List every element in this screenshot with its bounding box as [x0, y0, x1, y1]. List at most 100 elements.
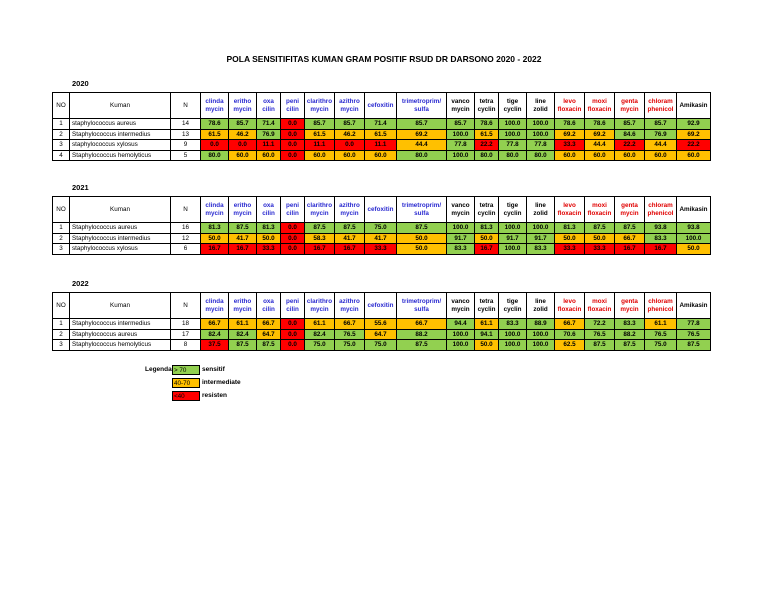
sensitivity-value: 44.4 — [644, 139, 677, 151]
header-line: tetra — [479, 201, 494, 209]
header-line: line — [535, 297, 546, 305]
sensitivity-value: 100.0 — [676, 232, 711, 245]
header-cell: tetra cyclin — [474, 92, 499, 119]
row-number: 3 — [52, 243, 70, 255]
header-line: clinda — [205, 97, 224, 105]
organism: Staphylococcus intermedius — [69, 318, 171, 330]
sensitivity-value: 81.3 — [256, 222, 281, 234]
sensitivity-value: 60.0 — [614, 149, 645, 162]
header-line: floxacin — [557, 105, 582, 113]
sample-count: 18 — [170, 318, 201, 330]
sensitivity-value: 93.8 — [676, 222, 711, 234]
header-line: cilin — [286, 209, 299, 217]
sensitivity-value: 80.0 — [200, 149, 229, 162]
sensitivity-value: 100.0 — [446, 339, 475, 351]
sensitivity-value: 16.7 — [304, 243, 335, 255]
header-line: azithro — [339, 201, 360, 209]
sensitivity-value: 33.3 — [364, 243, 397, 255]
sensitivity-value: 0.0 — [280, 243, 305, 255]
header-line: tige — [506, 201, 519, 209]
header-cell: clinda mycin — [200, 196, 229, 223]
sensitivity-value: 11.1 — [364, 139, 397, 151]
sensitivity-value: 83.3 — [498, 318, 527, 330]
header-cell: levo floxacin — [554, 92, 585, 119]
sensitivity-value: 50.0 — [396, 232, 447, 245]
header-line: moxi — [592, 97, 607, 105]
header-line: chloram — [648, 97, 673, 105]
sensitivity-value: 83.3 — [526, 243, 555, 255]
organism: Staphylococcus aureus — [69, 328, 171, 341]
sensitivity-value: 75.0 — [304, 339, 335, 351]
sensitivity-value: 61.5 — [304, 128, 335, 141]
sensitivity-value: 75.0 — [364, 339, 397, 351]
sensitivity-value: 62.5 — [554, 339, 585, 351]
header-line: zolid — [533, 209, 548, 217]
header-cell: trimetroprim/sulfa — [396, 196, 447, 223]
page-title: POLA SENSITIFITAS KUMAN GRAM POSITIF RSU… — [226, 54, 542, 64]
header-line: clinda — [205, 297, 224, 305]
sensitivity-value: 22.2 — [474, 139, 499, 151]
sample-count: 9 — [170, 139, 201, 151]
header-cell: levo floxacin — [554, 292, 585, 319]
header-cell: line zolid — [526, 92, 555, 119]
row-number: 2 — [52, 128, 70, 141]
sensitivity-value: 93.8 — [644, 222, 677, 234]
sensitivity-value: 0.0 — [280, 232, 305, 245]
header-cell: vanco mycin — [446, 292, 475, 319]
row-number: 3 — [52, 139, 70, 151]
sensitivity-value: 66.7 — [200, 318, 229, 330]
header-cell: azithro mycin — [334, 92, 365, 119]
header-cell: eritho mycin — [228, 292, 257, 319]
header-line: peni — [286, 97, 299, 105]
sensitivity-value: 11.1 — [256, 139, 281, 151]
header-line: mycin — [233, 305, 252, 313]
header-line: floxacin — [587, 209, 612, 217]
sensitivity-value: 87.5 — [676, 339, 711, 351]
sensitivity-value: 60.0 — [334, 149, 365, 162]
sensitivity-value: 41.7 — [334, 232, 365, 245]
sensitivity-value: 75.0 — [334, 339, 365, 351]
header-line: mycin — [451, 105, 470, 113]
header-cell: trimetroprim/sulfa — [396, 292, 447, 319]
header-line: mycin — [205, 305, 224, 313]
header-cell: Amikasin — [676, 292, 711, 319]
header-line: mycin — [340, 209, 359, 217]
header-line: mycin — [340, 305, 359, 313]
sensitivity-value: 50.0 — [676, 243, 711, 255]
sensitivity-value: 76.5 — [334, 328, 365, 341]
legend-text: sensitif — [202, 366, 225, 373]
header-cell: tige cyclin — [498, 196, 527, 223]
header-cell: N — [170, 92, 201, 119]
sensitivity-value: 77.8 — [676, 318, 711, 330]
header-line: cilin — [262, 305, 275, 313]
data-row: 2 Staphylococcus intermedius 13 61.5 46.2 76.… — [52, 128, 711, 141]
sensitivity-value: 80.0 — [498, 149, 527, 162]
sensitivity-value: 60.0 — [228, 149, 257, 162]
sensitivity-value: 78.6 — [584, 118, 615, 130]
sensitivity-value: 81.3 — [554, 222, 585, 234]
header-line: tige — [506, 297, 519, 305]
header-line: genta — [621, 297, 638, 305]
organism: staphylococcus xylosus — [69, 139, 171, 151]
header-line: clinda — [205, 201, 224, 209]
header-line: mycin — [233, 209, 252, 217]
sensitivity-value: 61.5 — [200, 128, 229, 141]
sensitivity-value: 76.5 — [584, 328, 615, 341]
header-line: phenicol — [647, 209, 674, 217]
sensitivity-value: 76.5 — [676, 328, 711, 341]
header-cell: levo floxacin — [554, 196, 585, 223]
row-number: 3 — [52, 339, 70, 351]
header-cell: cefoxitin — [364, 196, 397, 223]
sensitivity-value: 91.7 — [446, 232, 475, 245]
legend-swatch: > 70 — [172, 365, 200, 375]
sensitivity-value: 50.0 — [256, 232, 281, 245]
header-cell: Amikasin — [676, 196, 711, 223]
sensitivity-value: 60.0 — [644, 149, 677, 162]
header-cell: NO — [52, 292, 70, 319]
header-line: eritho — [233, 297, 252, 305]
data-row: 1 Staphylococcus intermedius 18 66.7 61.1 66.… — [52, 318, 711, 330]
sensitivity-value: 87.5 — [584, 339, 615, 351]
